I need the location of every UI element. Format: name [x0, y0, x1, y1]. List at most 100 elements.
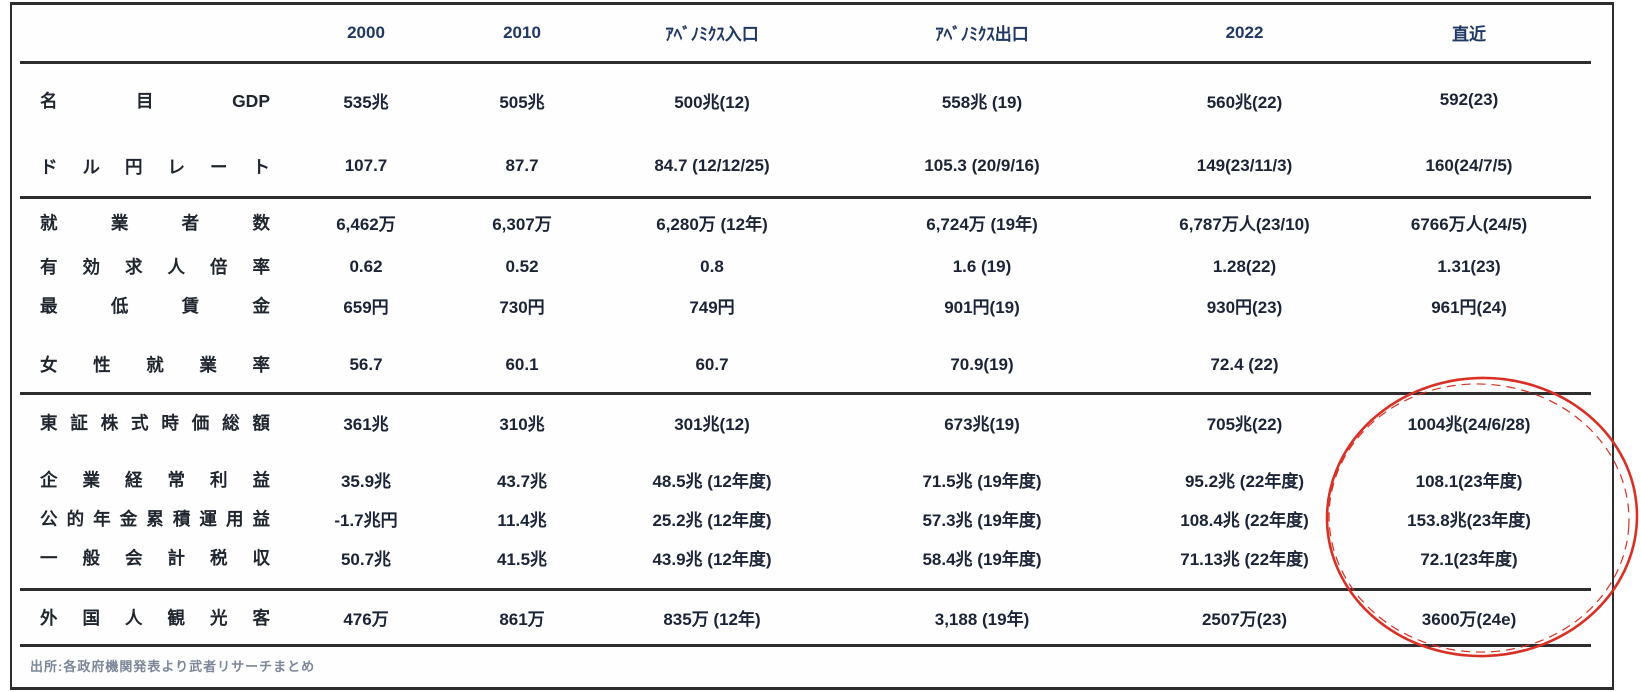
table-row: ドル円レート 107.7 87.7 84.7 (12/12/25) 105.3 (20/…	[20, 137, 1591, 197]
data-cell: 70.9(19)	[950, 354, 1014, 374]
data-cell: 56.7	[349, 354, 383, 374]
data-cell: 505兆	[499, 92, 545, 112]
row-label: 東証株式時価総額	[20, 391, 290, 451]
economic-indicators-table-frame: 2000 2010 ｱﾍﾞﾉﾐｸｽ入口 ｱﾍﾞﾉﾐｸｽ出口 2022 直近 名目…	[10, 2, 1614, 690]
data-cell: 57.3兆 (19年度)	[922, 511, 1042, 530]
data-cell: 149(23/11/3)	[1196, 156, 1293, 176]
data-cell: 659円	[343, 297, 389, 317]
data-cell: 930円(23)	[1206, 297, 1283, 317]
data-cell: 105.3 (20/9/16)	[924, 156, 1040, 176]
data-cell: 749円	[689, 297, 735, 317]
row-label: 外国人観光客	[20, 587, 290, 647]
row-label: 有効求人倍率	[40, 257, 270, 277]
data-cell: 11.4兆	[497, 511, 547, 530]
column-header-abenomics-exit: ｱﾍﾞﾉﾐｸｽ出口	[822, 5, 1142, 64]
table-row: 女性就業率 56.7 60.1 60.7 70.9(19) 72.4 (22)	[20, 324, 1591, 393]
row-label: 就業者数	[20, 195, 290, 247]
table-row: 有効求人倍率 0.62 0.52 0.8 1.6 (19) 1.28(22) 1.31(23…	[20, 247, 1591, 286]
data-cell: 558兆 (19)	[941, 92, 1023, 112]
data-cell: 476万	[290, 587, 442, 647]
data-cell: 72.1(23年度)	[1420, 550, 1518, 570]
data-cell: 108.1(23年度)	[1415, 471, 1523, 491]
data-cell: 48.5兆 (12年度)	[652, 471, 772, 491]
data-cell: 535兆	[343, 92, 389, 112]
row-label: 企業経常利益	[40, 469, 270, 490]
row-label: 女性就業率	[40, 355, 270, 376]
row-label: ドル円レート	[40, 156, 270, 177]
data-cell: 560兆(22)	[1206, 92, 1283, 112]
row-label: 名目 GDP	[40, 90, 270, 111]
data-cell: 6,307万	[442, 195, 602, 247]
data-cell: 50.7兆	[340, 550, 392, 570]
data-cell: 58.4兆 (19年度)	[922, 550, 1042, 570]
row-label: 最低賃金	[40, 295, 270, 316]
data-cell: 835万 (12年)	[602, 587, 822, 647]
table-body: 名目 GDP 535兆 505兆 500兆(12) 558兆 (19) 560兆(22) 59…	[20, 62, 1591, 647]
data-cell: 3,188 (19年)	[822, 587, 1142, 647]
table-row: 就業者数 6,462万 6,307万 6,280万 (12年) 6,724万 (19年)…	[20, 195, 1591, 247]
row-label: 公的年金累積運用益	[40, 509, 270, 529]
data-cell: 6766万人(24/5)	[1347, 195, 1591, 247]
column-header-abenomics-entry: ｱﾍﾞﾉﾐｸｽ入口	[602, 5, 822, 64]
data-cell: 160(24/7/5)	[1425, 156, 1513, 176]
data-cell: 71.13兆 (22年度)	[1180, 550, 1309, 570]
column-header-2010: 2010	[442, 5, 602, 64]
data-cell: 2507万(23)	[1142, 587, 1347, 647]
data-cell: 108.4兆 (22年度)	[1180, 511, 1309, 530]
data-cell: 961円(24)	[1431, 297, 1507, 317]
data-cell: 1004兆(24/6/28)	[1347, 391, 1591, 451]
data-cell: 60.7	[695, 354, 729, 374]
data-cell: 1.28(22)	[1212, 256, 1277, 276]
data-cell: 6,462万	[290, 195, 442, 247]
data-cell: 84.7 (12/12/25)	[654, 156, 770, 176]
row-label: 一般会計税収	[40, 548, 270, 569]
data-cell: 361兆	[290, 391, 442, 451]
data-cell: 901円(19)	[944, 297, 1020, 317]
source-note: 出所:各政府機関発表より武者リサーチまとめ	[30, 659, 316, 674]
table-row: 名目 GDP 535兆 505兆 500兆(12) 558兆 (19) 560兆(22) 59…	[20, 62, 1591, 137]
data-cell: 500兆(12)	[674, 92, 750, 112]
data-cell: 71.5兆 (19年度)	[922, 471, 1042, 491]
table-row: 公的年金累積運用益 -1.7兆円 11.4兆 25.2兆 (12年度) 57.3兆 (1…	[20, 499, 1591, 538]
data-cell: 35.9兆	[340, 471, 392, 491]
column-header-blank	[20, 5, 290, 64]
data-cell	[1347, 324, 1591, 393]
data-cell: 310兆	[442, 391, 602, 451]
data-cell: 60.1	[505, 354, 539, 374]
data-cell: 301兆(12)	[602, 391, 822, 451]
data-cell: 41.5兆	[496, 550, 548, 570]
data-cell: 3600万(24e)	[1347, 587, 1591, 647]
table-row: 企業経常利益 35.9兆 43.7兆 48.5兆 (12年度) 71.5兆 (19年度)…	[20, 451, 1591, 499]
data-cell: 87.7	[505, 156, 539, 176]
data-cell: 0.52	[505, 256, 539, 276]
economic-indicators-table: 2000 2010 ｱﾍﾞﾉﾐｸｽ入口 ｱﾍﾞﾉﾐｸｽ出口 2022 直近 名目…	[20, 5, 1591, 647]
data-cell: 673兆(19)	[822, 391, 1142, 451]
data-cell: 730円	[499, 297, 545, 317]
data-cell: -1.7兆円	[334, 511, 398, 530]
table-row: 最低賃金 659円 730円 749円 901円(19) 930円(23) 961円(24)	[20, 286, 1591, 324]
data-cell: 72.4 (22)	[1210, 354, 1279, 374]
data-cell: 1.31(23)	[1437, 256, 1501, 276]
header-row: 2000 2010 ｱﾍﾞﾉﾐｸｽ入口 ｱﾍﾞﾉﾐｸｽ出口 2022 直近	[20, 5, 1591, 64]
column-header-2000: 2000	[290, 5, 442, 64]
data-cell: 6,724万 (19年)	[822, 195, 1142, 247]
data-cell: 0.8	[700, 256, 724, 276]
column-header-recent: 直近	[1347, 5, 1591, 64]
data-cell: 0.62	[349, 256, 383, 276]
data-cell: 153.8兆(23年度)	[1407, 511, 1531, 530]
data-cell: 107.7	[344, 156, 388, 176]
data-cell: 95.2兆 (22年度)	[1184, 471, 1305, 491]
table-row: 東証株式時価総額 361兆 310兆 301兆(12) 673兆(19) 705兆(22)…	[20, 391, 1591, 451]
data-cell: 592(23)	[1439, 90, 1499, 110]
data-cell: 861万	[442, 587, 602, 647]
data-cell: 6,787万人(23/10)	[1142, 195, 1347, 247]
data-cell: 43.7兆	[496, 471, 548, 491]
column-header-2022: 2022	[1142, 5, 1347, 64]
table-row: 一般会計税収 50.7兆 41.5兆 43.9兆 (12年度) 58.4兆 (19年度)…	[20, 538, 1591, 589]
data-cell: 6,280万 (12年)	[602, 195, 822, 247]
data-cell: 25.2兆 (12年度)	[652, 511, 772, 530]
table-row: 外国人観光客 476万 861万 835万 (12年) 3,188 (19年) 2507万…	[20, 587, 1591, 647]
data-cell: 1.6 (19)	[952, 256, 1012, 276]
data-cell: 43.9兆 (12年度)	[652, 550, 772, 570]
